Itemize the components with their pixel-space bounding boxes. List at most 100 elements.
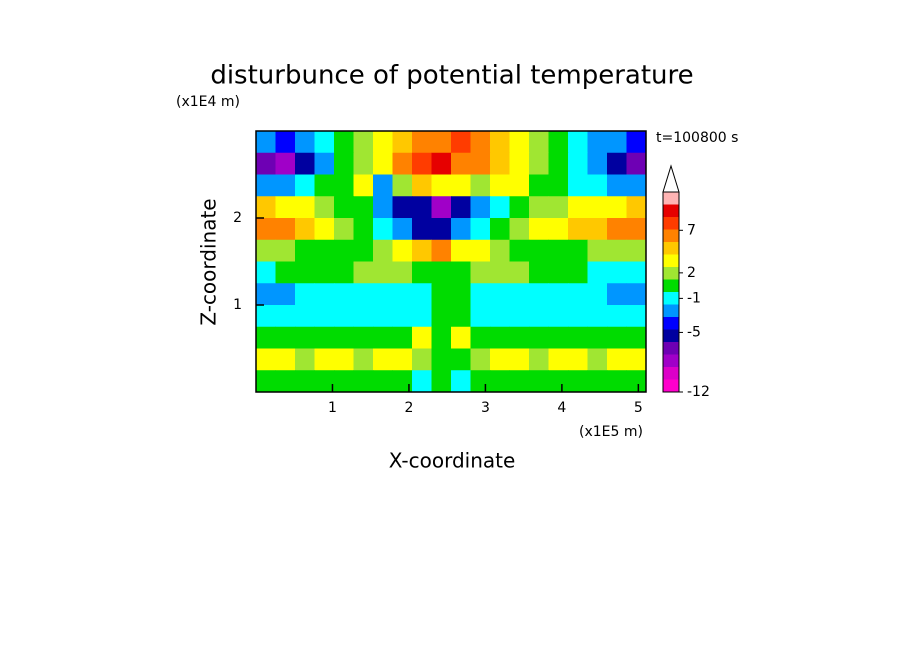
field-cell	[353, 174, 374, 197]
field-cell	[392, 370, 413, 393]
field-cell	[295, 131, 315, 154]
field-cell	[451, 239, 471, 262]
field-cell	[529, 326, 549, 349]
field-cell	[607, 196, 627, 219]
field-cell	[587, 239, 608, 262]
field-cell	[353, 239, 374, 262]
field-cell	[451, 348, 471, 371]
field-cell	[451, 283, 471, 306]
field-cell	[568, 370, 588, 393]
field-cell	[295, 196, 315, 219]
field-cell	[295, 348, 315, 371]
field-cell	[587, 131, 608, 154]
field-cell	[529, 152, 549, 175]
field-cell	[256, 174, 276, 197]
field-cell	[314, 370, 335, 393]
field-cell	[256, 283, 276, 306]
field-cell	[412, 131, 432, 154]
field-cell	[353, 283, 374, 306]
field-cell	[392, 261, 413, 284]
field-cell	[607, 152, 627, 175]
field-cell	[392, 239, 413, 262]
field-cell	[373, 305, 393, 328]
field-cell	[470, 261, 491, 284]
colorbar-tick-label: -12	[687, 384, 710, 400]
field-cell	[412, 326, 432, 349]
field-cell	[529, 218, 549, 241]
field-cell	[431, 131, 452, 154]
colorbar-swatch	[663, 279, 679, 292]
field-cell	[470, 370, 491, 393]
field-cell	[412, 305, 432, 328]
field-cell	[256, 326, 276, 349]
field-cell	[607, 218, 627, 241]
field-cell	[626, 196, 647, 219]
field-cell	[509, 370, 530, 393]
colorbar-swatch	[663, 254, 679, 267]
field-cell	[490, 305, 510, 328]
field-cell	[587, 174, 608, 197]
field-cell	[334, 283, 354, 306]
field-cell	[314, 305, 335, 328]
field-cell	[587, 348, 608, 371]
field-cell	[626, 239, 647, 262]
field-cell	[509, 174, 530, 197]
field-cell	[314, 239, 335, 262]
field-cell	[587, 196, 608, 219]
field-cell	[295, 370, 315, 393]
colorbar-tick-label: 7	[687, 222, 696, 238]
field-cell	[431, 261, 452, 284]
field-cell	[256, 370, 276, 393]
field-cell	[587, 370, 608, 393]
field-cell	[529, 196, 549, 219]
field-cell	[412, 370, 432, 393]
field-cell	[568, 196, 588, 219]
colorbar-swatch	[663, 204, 679, 217]
field-cell	[451, 305, 471, 328]
field-cell	[392, 305, 413, 328]
field-cell	[314, 131, 335, 154]
field-cell	[490, 218, 510, 241]
x-tick-label: 1	[328, 400, 337, 416]
field-cell	[392, 196, 413, 219]
field-cell	[470, 174, 491, 197]
field-cell	[275, 152, 296, 175]
field-cell	[392, 348, 413, 371]
colorbar-swatch	[663, 192, 679, 205]
field-cell	[431, 152, 452, 175]
field-cell	[568, 326, 588, 349]
field-cell	[587, 326, 608, 349]
field-cell	[256, 152, 276, 175]
field-cell	[451, 326, 471, 349]
field-cell	[490, 152, 510, 175]
field-cell	[548, 283, 569, 306]
field-cell	[334, 174, 354, 197]
field-cell	[607, 305, 627, 328]
colorbar-swatch	[663, 329, 679, 342]
field-cell	[256, 218, 276, 241]
field-cell	[275, 174, 296, 197]
field-cell	[373, 196, 393, 219]
field-cell	[431, 305, 452, 328]
field-cell	[392, 174, 413, 197]
field-cell	[392, 283, 413, 306]
field-cell	[607, 348, 627, 371]
field-cell	[548, 305, 569, 328]
field-cell	[392, 131, 413, 154]
field-cell	[626, 131, 647, 154]
field-cell	[431, 326, 452, 349]
field-cell	[548, 348, 569, 371]
field-cell	[314, 218, 335, 241]
field-cell	[509, 283, 530, 306]
field-cell	[607, 239, 627, 262]
field-cell	[392, 152, 413, 175]
field-cell	[373, 152, 393, 175]
field-cell	[470, 196, 491, 219]
field-cell	[275, 131, 296, 154]
field-cell	[587, 218, 608, 241]
field-cell	[431, 174, 452, 197]
field-cell	[353, 152, 374, 175]
field-cell	[451, 370, 471, 393]
field-cell	[275, 305, 296, 328]
field-cell	[275, 370, 296, 393]
